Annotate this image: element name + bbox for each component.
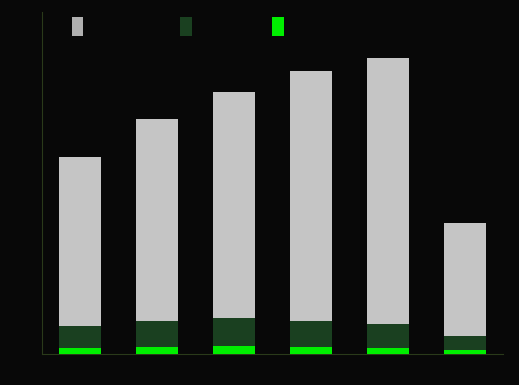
Bar [367, 324, 409, 348]
Bar [290, 347, 332, 354]
Bar [444, 223, 486, 336]
Bar [72, 17, 83, 35]
Bar [213, 92, 255, 318]
Bar [136, 321, 178, 347]
Bar [367, 58, 409, 324]
Bar [180, 17, 192, 35]
Bar [290, 321, 332, 347]
Bar [367, 348, 409, 354]
Bar [213, 318, 255, 346]
Bar [59, 157, 101, 326]
Bar [213, 346, 255, 354]
Bar [59, 348, 101, 354]
Bar [444, 350, 486, 354]
Bar [59, 326, 101, 348]
Bar [272, 17, 284, 35]
Bar [136, 119, 178, 321]
Bar [136, 347, 178, 354]
Bar [444, 336, 486, 350]
Bar [290, 71, 332, 321]
